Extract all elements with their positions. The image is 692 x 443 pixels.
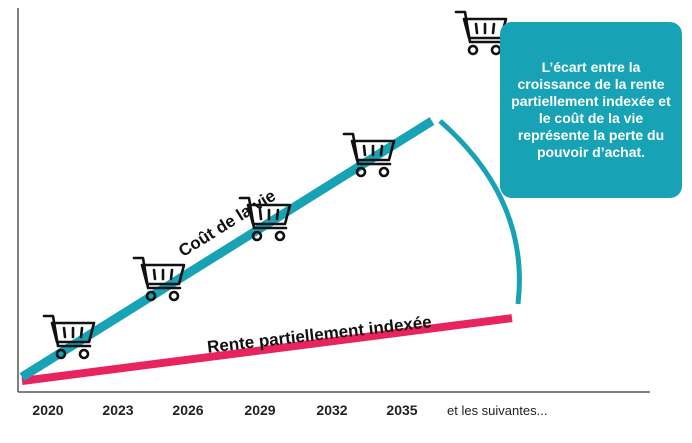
shopping-cart-icon xyxy=(238,196,292,242)
series-label-rente: Rente partiellement indexée xyxy=(206,312,433,356)
x-tick-label: 2035 xyxy=(386,402,417,418)
gap-arc xyxy=(438,119,522,305)
x-tick-label: 2023 xyxy=(102,402,133,418)
shopping-cart-icon xyxy=(42,314,96,360)
callout-cart xyxy=(454,10,508,56)
cart-markers xyxy=(42,132,396,360)
shopping-cart-icon xyxy=(342,132,396,178)
x-axis-ticks: 2020 2023 2026 2029 2032 2035 et les suivantes… xyxy=(32,402,547,418)
shopping-cart-icon xyxy=(454,10,508,56)
x-tick-suffix: et les suivantes... xyxy=(447,403,547,418)
x-tick-label: 2020 xyxy=(32,402,63,418)
shopping-cart-icon xyxy=(132,256,186,302)
annotation-callout: L’écart entre la croissance de la rente … xyxy=(500,22,682,198)
x-tick-label: 2026 xyxy=(172,402,203,418)
series-line-rente xyxy=(21,314,513,385)
x-tick-label: 2032 xyxy=(316,402,347,418)
x-tick-label: 2029 xyxy=(244,402,275,418)
annotation-text: L’écart entre la croissance de la rente … xyxy=(511,59,671,160)
